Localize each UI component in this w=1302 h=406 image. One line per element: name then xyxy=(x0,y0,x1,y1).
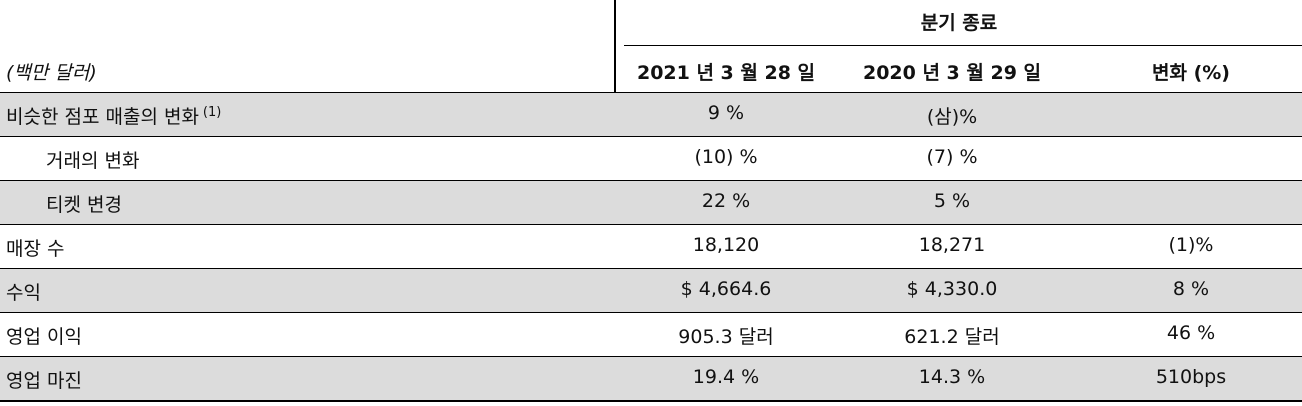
column-header-2020: 2020 년 3 월 29 일 xyxy=(862,62,1042,84)
row-label: 영업 마진 xyxy=(6,370,82,392)
footnote-marker: (1) xyxy=(202,104,222,120)
cell-2021: 19.4 % xyxy=(692,366,760,388)
cell-2021: (10) % xyxy=(694,146,758,168)
row-label: 티켓 변경 xyxy=(46,194,122,216)
group-header-title: 분기 종료 xyxy=(920,12,998,34)
cell-change: 8 % xyxy=(1172,278,1210,300)
cell-2020: (7) % xyxy=(926,146,978,168)
cell-2021: 905.3 달러 xyxy=(678,326,774,348)
group-header-underline xyxy=(624,45,1302,46)
cell-2020: 5 % xyxy=(933,190,971,212)
cell-2020: 621.2 달러 xyxy=(904,326,1000,348)
column-header-row: (백만 달러) 2021 년 3 월 28 일 2020 년 3 월 29 일 … xyxy=(0,46,1302,92)
cell-2021: $ 4,664.6 xyxy=(680,278,772,300)
row-label: 매장 수 xyxy=(6,238,65,260)
cell-2020: (삼)% xyxy=(926,106,978,128)
row-label: 비슷한 점포 매출의 변화 (1) xyxy=(6,104,222,128)
cell-2021: 9 % xyxy=(707,102,745,124)
table-row: 비슷한 점포 매출의 변화 (1) 9 % (삼)% xyxy=(0,92,1302,136)
row-label: 영업 이익 xyxy=(6,326,82,348)
column-header-2021: 2021 년 3 월 28 일 xyxy=(636,62,816,84)
cell-change: 46 % xyxy=(1166,322,1216,344)
group-header: 분기 종료 xyxy=(614,0,1302,46)
row-label: 수익 xyxy=(6,282,41,304)
table-row: 티켓 변경 22 % 5 % xyxy=(0,180,1302,224)
cell-2021: 18,120 xyxy=(692,234,760,256)
unit-label: (백만 달러) xyxy=(6,62,97,84)
table-row: 수익 $ 4,664.6 $ 4,330.0 8 % xyxy=(0,268,1302,312)
cell-2020: $ 4,330.0 xyxy=(906,278,998,300)
row-label: 거래의 변화 xyxy=(46,150,140,172)
table-row: 매장 수 18,120 18,271 (1)% xyxy=(0,224,1302,268)
table-row: 영업 이익 905.3 달러 621.2 달러 46 % xyxy=(0,312,1302,356)
column-header-change: 변화 (%) xyxy=(1152,62,1230,84)
cell-2021: 22 % xyxy=(701,190,751,212)
header-divider xyxy=(614,46,616,92)
table-row: 거래의 변화 (10) % (7) % xyxy=(0,136,1302,180)
cell-change: 510bps xyxy=(1155,366,1227,388)
cell-2020: 18,271 xyxy=(918,234,986,256)
table-row: 영업 마진 19.4 % 14.3 % 510bps xyxy=(0,356,1302,402)
cell-change: (1)% xyxy=(1168,234,1214,256)
cell-2020: 14.3 % xyxy=(918,366,986,388)
table-body: 비슷한 점포 매출의 변화 (1) 9 % (삼)% 거래의 변화 (10) % … xyxy=(0,92,1302,402)
